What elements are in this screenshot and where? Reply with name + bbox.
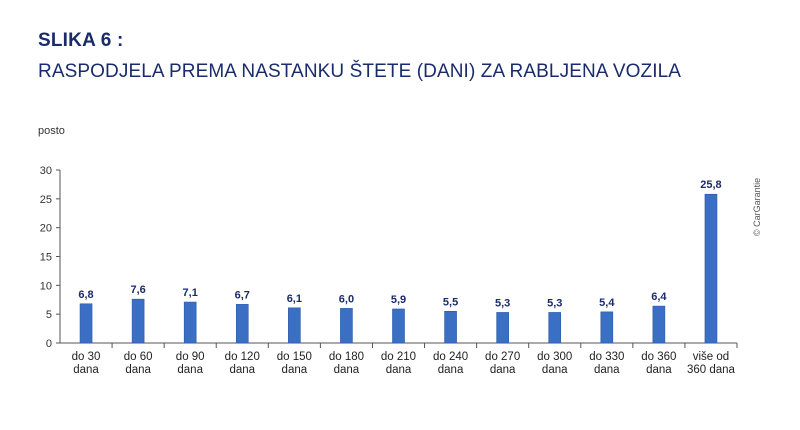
y-tick-label: 15	[40, 252, 52, 264]
y-tick-label: 25	[40, 194, 52, 206]
x-category-label-line: do 300	[537, 351, 572, 363]
y-tick-label: 20	[40, 223, 52, 235]
x-category-label-line: dana	[490, 364, 516, 376]
x-category-label-line: dana	[229, 364, 255, 376]
x-category-label: do 360 dana	[641, 351, 676, 376]
bar	[704, 193, 718, 344]
bar	[652, 305, 666, 344]
x-category-label: više od 360 dana	[687, 351, 736, 376]
x-category-label-line: do 270	[485, 351, 520, 363]
y-tick-label: 5	[46, 309, 52, 321]
bar-value-label: 25,8	[700, 179, 721, 191]
bar	[131, 298, 145, 344]
x-category-label-line: 360 dana	[687, 364, 736, 376]
bar	[235, 304, 249, 344]
x-category-label-line: do 30	[72, 351, 101, 363]
bar-value-label: 7,6	[130, 284, 145, 296]
x-category-label-line: dana	[334, 364, 360, 376]
x-category-label: do 240 dana	[433, 351, 468, 376]
bar	[288, 307, 301, 344]
x-category-label-line: više od	[693, 351, 729, 363]
x-category-label-line: do 210	[381, 351, 416, 363]
bar	[392, 308, 405, 344]
chart-title: SLIKA 6 :	[38, 30, 124, 51]
bar	[340, 308, 353, 344]
bar-value-label: 5,3	[495, 297, 510, 309]
x-category-label-line: do 150	[277, 351, 312, 363]
x-category-label: do 120 dana	[225, 351, 260, 376]
x-category-label-line: dana	[542, 364, 568, 376]
x-category-label-line: dana	[177, 364, 203, 376]
x-category-label: do 210 dana	[381, 351, 416, 376]
x-category-label-line: do 180	[329, 351, 364, 363]
bar-value-label: 5,5	[443, 296, 458, 308]
x-category-label: do 330 dana	[589, 351, 624, 376]
bar	[444, 310, 457, 344]
chart-subtitle: RASPODJELA PREMA NASTANKU ŠTETE (DANI) Z…	[38, 61, 682, 82]
bar-value-label: 6,4	[651, 291, 667, 303]
bar-value-label: 6,0	[339, 293, 354, 305]
bar-value-label: 7,1	[183, 287, 198, 299]
x-category-label-line: dana	[73, 364, 99, 376]
bar-value-label: 6,1	[287, 293, 302, 305]
x-category-label-line: dana	[125, 364, 151, 376]
x-category-label: do 60 dana	[124, 351, 153, 376]
bar	[600, 311, 614, 344]
bar-value-label: 5,3	[547, 297, 562, 309]
x-category-label-line: dana	[386, 364, 412, 376]
x-category-label-line: dana	[282, 364, 308, 376]
bar-value-label: 6,8	[78, 289, 93, 301]
bar	[548, 312, 562, 344]
bar	[79, 303, 93, 344]
x-category-label: do 270 dana	[485, 351, 520, 376]
x-category-label: do 30 dana	[72, 351, 101, 376]
y-axis-unit-label: posto	[38, 125, 65, 137]
bar-value-label: 6,7	[235, 289, 250, 301]
x-category-label-line: do 60	[124, 351, 153, 363]
bar	[496, 312, 509, 344]
x-category-label-line: do 240	[433, 351, 468, 363]
y-tick-label: 0	[46, 338, 52, 350]
y-tick-label: 10	[40, 280, 52, 292]
x-category-label-line: do 120	[225, 351, 260, 363]
x-category-label: do 300 dana	[537, 351, 572, 376]
bar-value-label: 5,9	[391, 294, 406, 306]
x-category-label-line: dana	[438, 364, 464, 376]
x-category-label-line: do 330	[589, 351, 624, 363]
x-category-label: do 180 dana	[329, 351, 364, 376]
x-category-label-line: dana	[646, 364, 672, 376]
y-tick-label: 30	[40, 165, 52, 177]
x-category-label: do 150 dana	[277, 351, 312, 376]
x-category-label: do 90 dana	[176, 351, 205, 376]
x-category-label-line: do 360	[641, 351, 676, 363]
bar-value-label: 5,4	[599, 297, 615, 309]
x-category-label-line: dana	[594, 364, 620, 376]
bar	[183, 301, 197, 344]
x-category-label-line: do 90	[176, 351, 205, 363]
